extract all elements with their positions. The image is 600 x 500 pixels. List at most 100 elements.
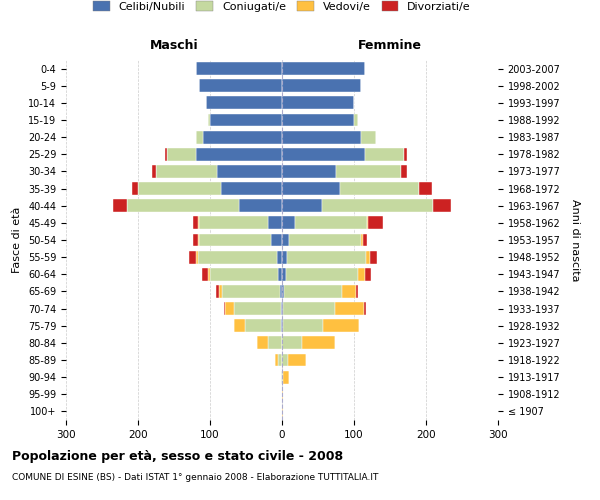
Bar [404,148,407,160]
Bar [302,336,335,349]
Bar [283,370,289,384]
Bar [282,268,286,280]
Bar [127,200,239,212]
Bar [196,130,203,143]
Bar [365,268,371,280]
Bar [286,268,358,280]
Bar [199,234,271,246]
Bar [401,165,407,178]
Bar [196,62,282,75]
Bar [282,96,354,110]
Bar [206,96,282,110]
Bar [364,302,365,315]
Bar [282,320,283,332]
Bar [221,182,282,195]
Bar [281,370,282,384]
Bar [323,320,359,332]
Bar [217,165,282,178]
Bar [367,216,368,230]
Bar [138,182,221,195]
Bar [268,216,282,230]
Bar [189,250,196,264]
Bar [354,114,358,126]
Bar [282,182,340,195]
Bar [234,302,281,315]
Bar [322,200,433,212]
Bar [282,165,336,178]
Text: Popolazione per età, sesso e stato civile - 2008: Popolazione per età, sesso e stato civil… [12,450,343,463]
Bar [210,114,282,126]
Bar [282,200,322,212]
Bar [257,336,268,349]
Bar [202,268,208,280]
Bar [208,114,210,126]
Bar [282,250,287,264]
Bar [342,285,356,298]
Bar [278,354,282,366]
Bar [283,302,335,315]
Bar [282,216,295,230]
Bar [281,320,282,332]
Bar [278,268,282,280]
Bar [288,354,306,366]
Bar [282,388,283,400]
Bar [234,320,245,332]
Bar [289,234,361,246]
Bar [225,302,234,315]
Bar [282,370,283,384]
Bar [287,250,366,264]
Bar [282,114,354,126]
Bar [277,250,282,264]
Bar [282,336,302,349]
Bar [199,216,268,230]
Bar [282,62,365,75]
Bar [366,250,370,264]
Y-axis label: Anni di nascita: Anni di nascita [570,198,580,281]
Bar [282,405,283,418]
Bar [239,200,282,212]
Bar [282,234,289,246]
Bar [268,336,282,349]
Bar [370,250,377,264]
Bar [245,320,281,332]
Bar [336,165,401,178]
Bar [199,80,282,92]
Bar [361,130,376,143]
Bar [193,216,199,230]
Text: Femmine: Femmine [358,40,422,52]
Bar [166,148,167,160]
Bar [113,200,127,212]
Legend: Celibi/Nubili, Coniugati/e, Vedovi/e, Divorziati/e: Celibi/Nubili, Coniugati/e, Vedovi/e, Di… [93,1,471,12]
Bar [433,200,451,212]
Bar [282,285,284,298]
Bar [295,216,367,230]
Bar [203,130,282,143]
Bar [368,216,383,230]
Bar [208,268,210,280]
Bar [358,268,365,280]
Bar [271,234,282,246]
Bar [282,130,361,143]
Bar [218,285,222,298]
Bar [361,234,364,246]
Bar [198,250,277,264]
Bar [335,302,364,315]
Bar [281,302,282,315]
Y-axis label: Fasce di età: Fasce di età [13,207,22,273]
Bar [282,148,365,160]
Bar [340,182,419,195]
Bar [364,234,367,246]
Bar [419,182,432,195]
Bar [152,165,156,178]
Bar [275,354,278,366]
Bar [217,285,218,298]
Bar [210,268,278,280]
Bar [282,302,283,315]
Bar [284,285,342,298]
Bar [282,80,361,92]
Bar [196,148,282,160]
Text: Maschi: Maschi [149,40,199,52]
Bar [222,285,280,298]
Bar [365,148,404,160]
Text: COMUNE DI ESINE (BS) - Dati ISTAT 1° gennaio 2008 - Elaborazione TUTTITALIA.IT: COMUNE DI ESINE (BS) - Dati ISTAT 1° gen… [12,472,379,482]
